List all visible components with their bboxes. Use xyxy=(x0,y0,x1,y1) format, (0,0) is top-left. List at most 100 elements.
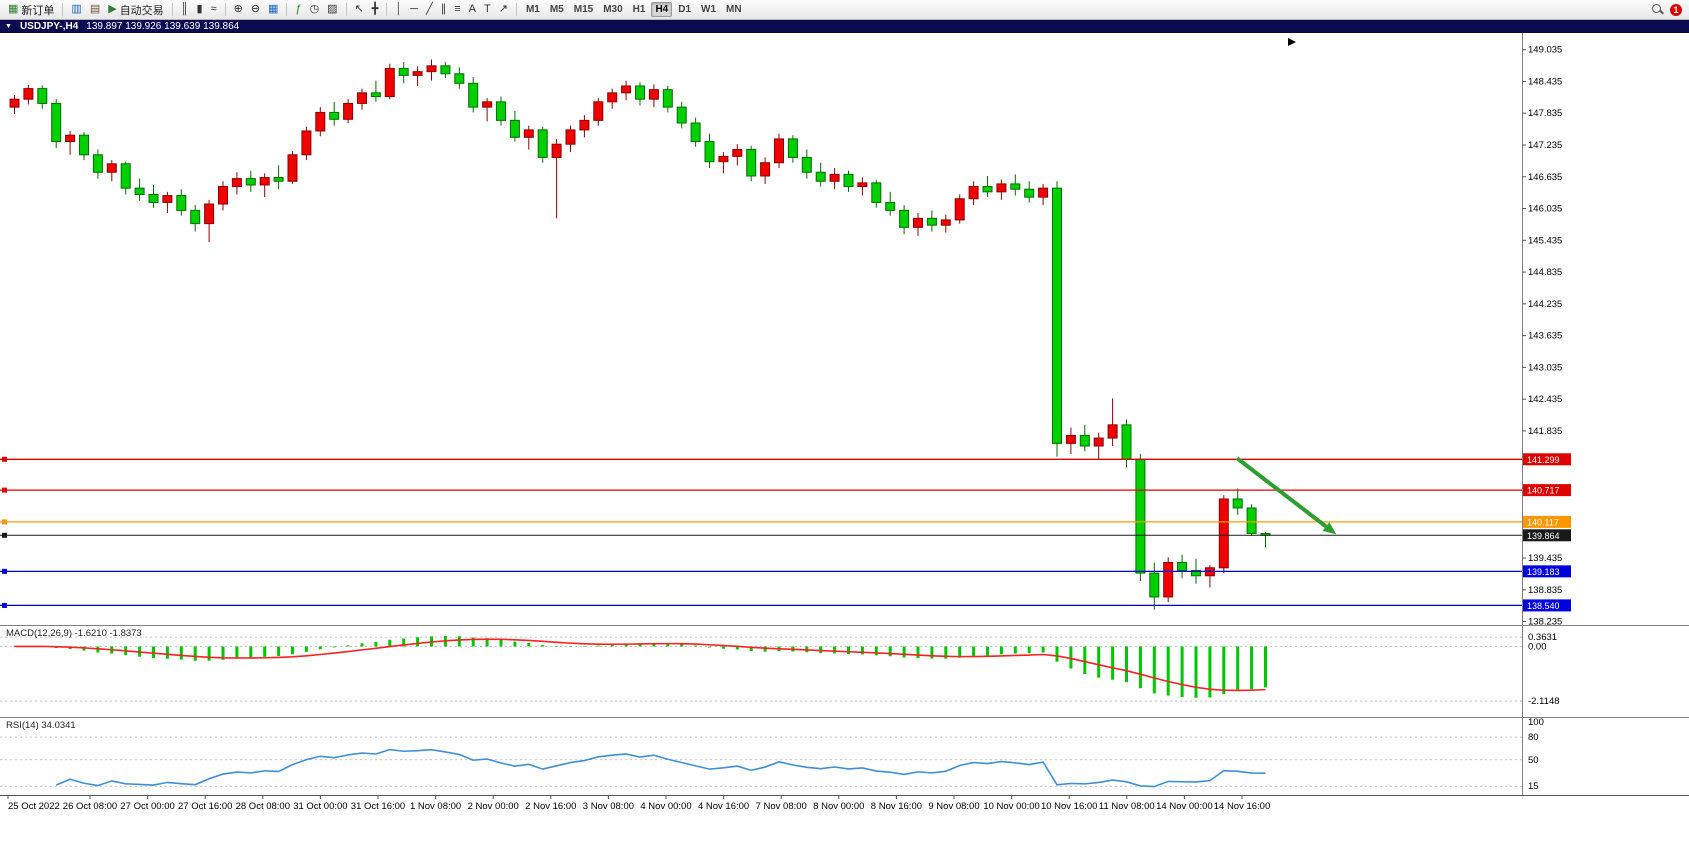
zoom-out-button[interactable]: ⊖ xyxy=(248,2,263,18)
line-anchor-handle[interactable] xyxy=(2,568,7,574)
main-chart[interactable]: 138.235 138.835 139.435 141.835 142.435 143.0… xyxy=(0,33,1689,625)
candle-body xyxy=(913,217,923,228)
templates-button[interactable]: ▨ xyxy=(324,2,340,18)
toolbar-separator xyxy=(345,3,347,16)
tile-windows-button[interactable]: ▦ xyxy=(265,2,281,18)
timeframe-mn-button[interactable]: MN xyxy=(726,4,742,15)
main-chart-panel: 138.235 138.835 139.435 141.835 142.435 143.0… xyxy=(0,33,1689,625)
horizontal-line-button[interactable]: ─ xyxy=(407,2,421,18)
cursor-icon: ↖ xyxy=(354,3,364,15)
time-label: 31 Oct 16:00 xyxy=(351,801,405,812)
templates-icon: ▨ xyxy=(327,3,338,15)
candle-body xyxy=(1024,188,1035,198)
fibonacci-button[interactable]: ≡ xyxy=(451,2,463,18)
candle-body xyxy=(440,65,451,75)
time-label: 10 Nov 16:00 xyxy=(1041,801,1098,812)
time-label: 3 Nov 08:00 xyxy=(583,801,634,812)
time-label: 8 Nov 00:00 xyxy=(813,801,864,812)
candle-body xyxy=(1010,183,1021,190)
candle-body xyxy=(843,173,854,188)
candle-body xyxy=(120,163,131,189)
price-axis-label: 139.435 xyxy=(1528,553,1562,564)
price-tag-label: 138.540 xyxy=(1527,601,1560,611)
arrows-button[interactable]: ↗ xyxy=(496,2,511,18)
line-anchor-handle[interactable] xyxy=(2,487,7,493)
auto-trading-button[interactable]: ▶ 自动交易 xyxy=(105,2,166,18)
rsi-axis-label: 15 xyxy=(1528,781,1539,792)
price-tag xyxy=(1523,484,1571,497)
toolbar-separator xyxy=(286,3,288,16)
price-axis-label: 142.435 xyxy=(1528,394,1562,405)
timeframe-m30-button[interactable]: M30 xyxy=(603,4,623,15)
chart-title-bar: ▼ USDJPY-,H4 139.897 139.926 139.639 139… xyxy=(0,20,1689,33)
timeframe-h1-button[interactable]: H1 xyxy=(632,4,646,15)
timeframe-d1-button[interactable]: D1 xyxy=(678,4,692,15)
crosshair-button[interactable]: ╋ xyxy=(369,2,382,18)
search-icon[interactable] xyxy=(1651,3,1664,16)
trendline-icon: ╱ xyxy=(426,3,433,15)
time-label: 2 Nov 00:00 xyxy=(468,801,519,812)
time-label: 25 Oct 2022 xyxy=(8,801,60,812)
time-axis-svg: 25 Oct 2022 26 Oct 08:00 27 Oct 00:00 27 Oc… xyxy=(0,795,1689,812)
line-anchor-handle[interactable] xyxy=(2,519,7,525)
candle-body xyxy=(565,129,576,145)
text-button[interactable]: A xyxy=(466,2,479,18)
timeframe-h4-button[interactable]: H4 xyxy=(651,2,673,17)
price-tag xyxy=(1523,453,1571,466)
candle-body xyxy=(1038,187,1049,198)
periods-button[interactable]: ◷ xyxy=(307,2,323,18)
candle-body xyxy=(79,134,89,156)
line-anchor-handle[interactable] xyxy=(2,456,7,462)
candle-body xyxy=(982,186,993,193)
market-watch-button[interactable]: ▤ xyxy=(87,2,103,18)
bar-chart-button[interactable]: ║ xyxy=(178,2,192,18)
price-tag-label: 140.717 xyxy=(1527,486,1560,496)
candle-body xyxy=(370,92,381,98)
trend-arrow[interactable] xyxy=(1235,456,1328,529)
candle-body xyxy=(1052,187,1062,444)
chart-shift-marker-icon[interactable] xyxy=(1288,38,1296,46)
time-label: 14 Nov 16:00 xyxy=(1214,801,1271,812)
trendline-button[interactable]: ╱ xyxy=(423,2,436,18)
time-label: 2 Nov 16:00 xyxy=(525,801,576,812)
candle-body xyxy=(718,155,729,163)
time-label: 27 Oct 16:00 xyxy=(178,801,232,812)
rsi-chart[interactable]: 100 80 50 15 xyxy=(0,717,1689,795)
indicators-button[interactable]: ƒ xyxy=(292,2,304,18)
candle-body xyxy=(176,195,187,211)
chart-quote: 139.897 139.926 139.639 139.864 xyxy=(86,21,240,32)
line-anchor-handle[interactable] xyxy=(2,532,7,538)
candle-body xyxy=(190,209,201,225)
channel-button[interactable]: ∥ xyxy=(438,2,450,18)
line-anchor-handle[interactable] xyxy=(2,602,7,608)
new-order-button[interactable]: ▦ 新订单 xyxy=(5,2,57,18)
timeframe-w1-button[interactable]: W1 xyxy=(701,4,717,15)
notification-badge[interactable]: 1 xyxy=(1670,3,1682,16)
timeframe-m5-button[interactable]: M5 xyxy=(549,4,564,15)
candle-body xyxy=(51,102,62,143)
price-tag xyxy=(1523,565,1571,578)
candle-body xyxy=(1218,498,1229,569)
candle-body xyxy=(1135,458,1146,574)
charts-button[interactable]: ▥ xyxy=(68,2,84,18)
cursor-button[interactable]: ↖ xyxy=(352,2,367,18)
timeframe-m1-button[interactable]: M1 xyxy=(525,4,540,15)
symbol-dropdown-icon[interactable]: ▼ xyxy=(5,23,12,30)
line-chart-button[interactable]: ≈ xyxy=(208,2,220,18)
price-tag-label: 140.117 xyxy=(1527,517,1559,527)
charts-icon: ▥ xyxy=(71,3,82,15)
time-axis: 25 Oct 2022 26 Oct 08:00 27 Oct 00:00 27 Oc… xyxy=(0,795,1689,821)
vertical-line-button[interactable]: │ xyxy=(392,2,405,18)
macd-panel: 0.3631 0.00 -2.1148 MACD(12,26,9) -1.6210 … xyxy=(0,625,1689,717)
label-button[interactable]: T xyxy=(481,2,494,18)
candle-body xyxy=(357,92,367,104)
toolbar-separator xyxy=(386,3,388,16)
candlestick-chart-button[interactable]: ▮ xyxy=(193,2,205,18)
timeframe-m15-button[interactable]: M15 xyxy=(573,4,594,15)
macd-axis-label: 0.3631 xyxy=(1528,632,1557,643)
candle-body xyxy=(204,203,215,225)
candle-body xyxy=(1107,424,1118,439)
zoom-in-button[interactable]: ⊕ xyxy=(231,2,246,18)
